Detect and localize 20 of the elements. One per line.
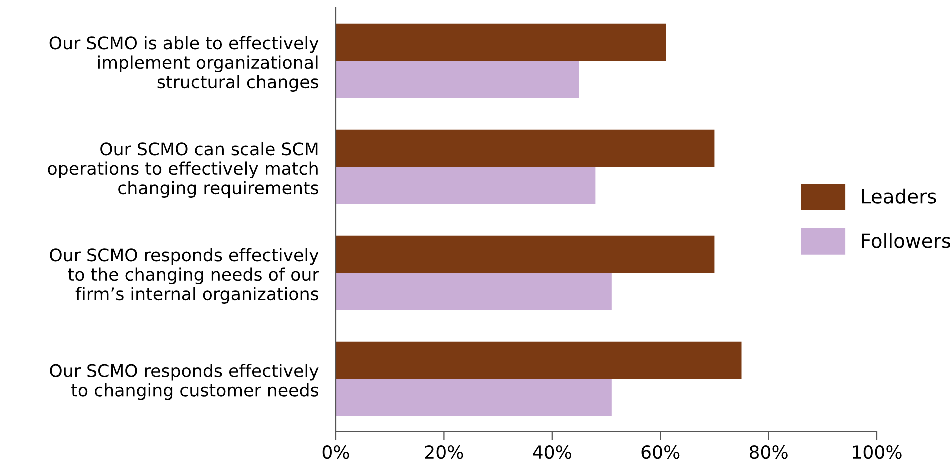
bar <box>336 379 612 416</box>
legend-label: Leaders <box>862 188 936 204</box>
bar <box>336 130 715 167</box>
legend-label: Followers <box>862 233 951 248</box>
y-tick-label: Our SCMO can scale SCM operations to effectively match changing requirements <box>48 142 318 198</box>
bar <box>336 236 715 273</box>
x-tick-label: 0% <box>322 446 350 460</box>
x-tick-label: 60% <box>642 446 680 460</box>
x-tick-label: 100% <box>853 446 902 460</box>
bar <box>336 273 612 310</box>
bar <box>336 342 742 379</box>
bar <box>336 24 666 61</box>
bar <box>336 167 596 204</box>
y-tick-label: Our SCMO is able to effectively implement organizational structural changes <box>50 36 319 92</box>
x-tick-label: 20% <box>425 446 464 460</box>
x-tick-label: 40% <box>533 446 572 460</box>
y-tick-label: Our SCMO responds effectively to the changing needs of our firm’s internal organizations <box>50 248 320 304</box>
bar <box>336 61 580 98</box>
y-tick-label: Our SCMO responds effectively to changing customer needs <box>50 364 319 400</box>
x-tick-label: 80% <box>750 446 788 460</box>
